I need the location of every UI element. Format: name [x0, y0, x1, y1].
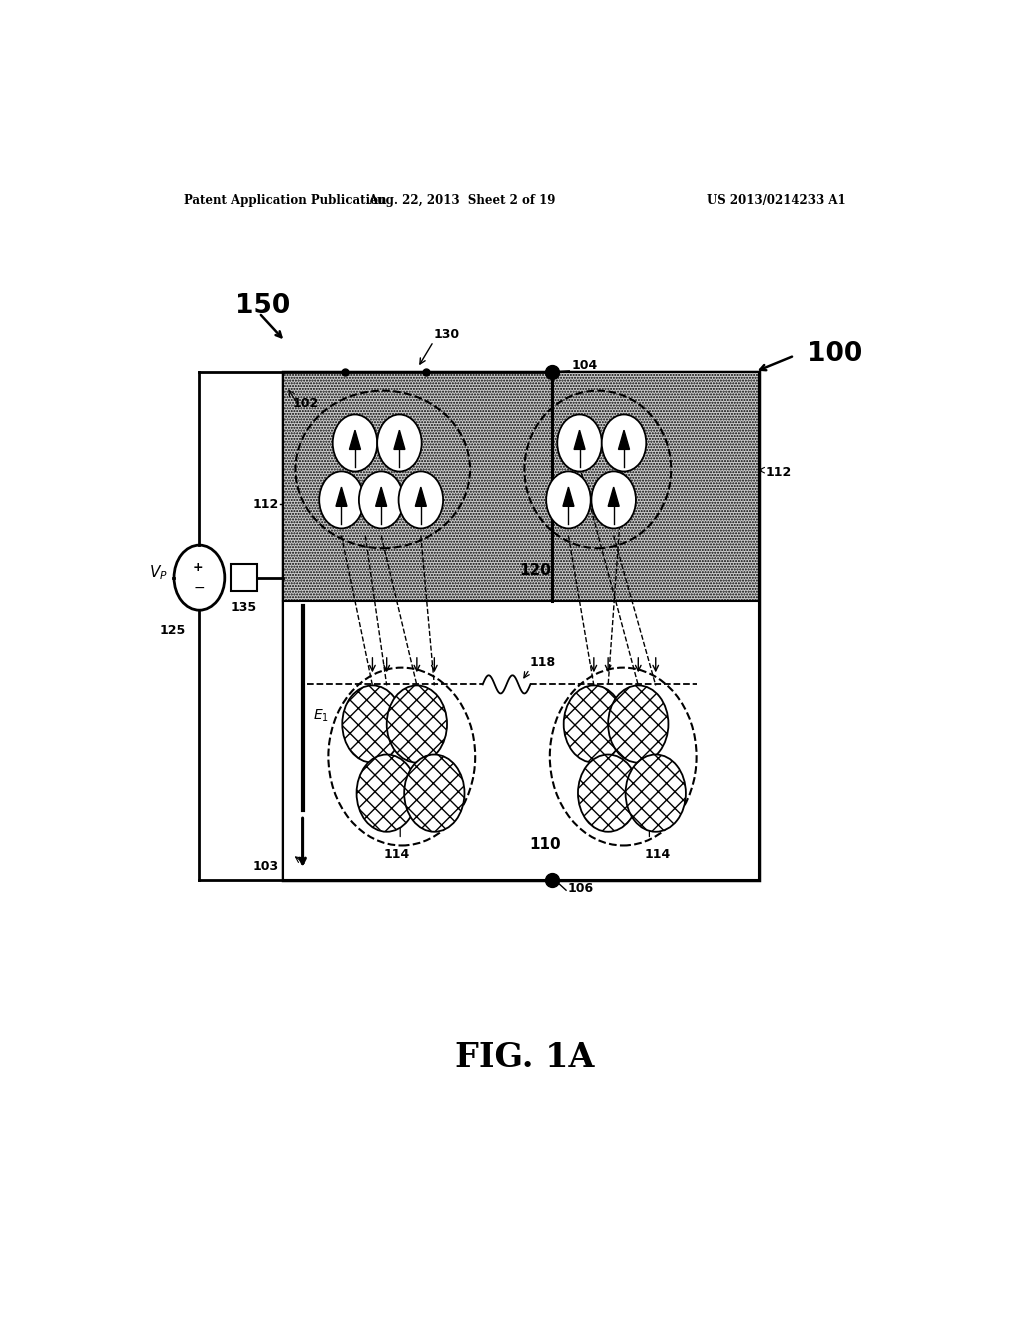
Text: 110: 110: [528, 837, 560, 853]
Text: 114: 114: [383, 847, 410, 861]
Text: 104: 104: [571, 359, 598, 372]
Text: Aug. 22, 2013  Sheet 2 of 19: Aug. 22, 2013 Sheet 2 of 19: [368, 194, 555, 207]
Circle shape: [333, 414, 377, 471]
Bar: [283, 601, 759, 880]
Polygon shape: [336, 487, 347, 507]
Circle shape: [398, 471, 443, 528]
Circle shape: [387, 685, 447, 763]
Text: 125: 125: [160, 623, 186, 636]
Text: +: +: [193, 561, 203, 574]
Circle shape: [377, 414, 422, 471]
Text: 118: 118: [529, 656, 556, 669]
Circle shape: [356, 755, 417, 832]
Text: −: −: [194, 581, 205, 595]
Text: 106: 106: [567, 882, 594, 895]
Text: 112: 112: [765, 466, 792, 479]
Text: 120: 120: [519, 562, 551, 578]
Circle shape: [342, 685, 402, 763]
Bar: [283, 372, 759, 880]
Circle shape: [319, 471, 364, 528]
Polygon shape: [574, 430, 585, 449]
Text: 130: 130: [433, 329, 460, 342]
Text: Patent Application Publication: Patent Application Publication: [183, 194, 386, 207]
Polygon shape: [608, 487, 620, 507]
Text: 103: 103: [253, 859, 279, 873]
Text: 102: 102: [292, 397, 318, 411]
Circle shape: [563, 685, 624, 763]
Circle shape: [626, 755, 686, 832]
Bar: [283, 372, 759, 601]
Text: 100: 100: [807, 341, 862, 367]
Circle shape: [602, 414, 646, 471]
Polygon shape: [618, 430, 630, 449]
Circle shape: [358, 471, 403, 528]
Polygon shape: [416, 487, 426, 507]
Circle shape: [608, 685, 669, 763]
Circle shape: [546, 471, 591, 528]
Text: 112: 112: [253, 498, 279, 511]
Circle shape: [578, 755, 638, 832]
Text: $E_1$: $E_1$: [313, 708, 329, 725]
Circle shape: [404, 755, 465, 832]
Text: 135: 135: [230, 601, 257, 614]
Polygon shape: [349, 430, 360, 449]
Text: 150: 150: [236, 293, 291, 318]
Text: FIG. 1A: FIG. 1A: [455, 1041, 595, 1074]
Text: 114: 114: [644, 847, 671, 861]
Polygon shape: [376, 487, 387, 507]
Bar: [231, 565, 257, 591]
Text: $V_P$: $V_P$: [148, 564, 168, 582]
Circle shape: [557, 414, 602, 471]
Polygon shape: [563, 487, 574, 507]
Circle shape: [592, 471, 636, 528]
Text: US 2013/0214233 A1: US 2013/0214233 A1: [708, 194, 846, 207]
Polygon shape: [394, 430, 404, 449]
